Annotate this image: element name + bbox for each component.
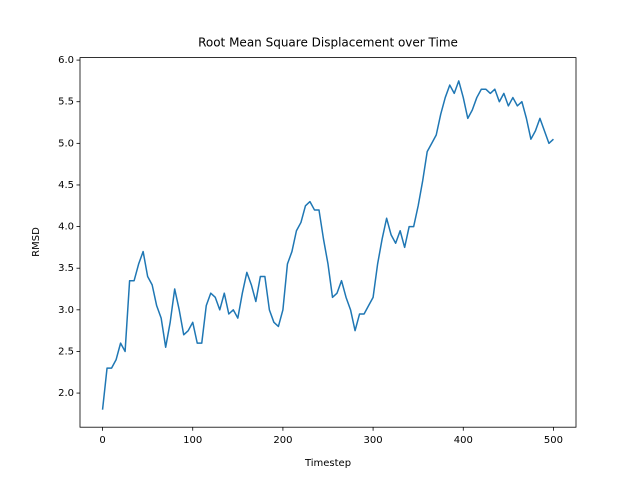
x-axis-label: Timestep bbox=[304, 458, 351, 469]
plot-frame bbox=[79, 57, 577, 428]
y-tick-label: 4.5 bbox=[58, 180, 74, 191]
y-axis-label: RMSD bbox=[31, 227, 42, 257]
y-tick-label: 4.0 bbox=[58, 222, 74, 233]
x-tick-label: 300 bbox=[364, 435, 383, 446]
y-tick-label: 5.5 bbox=[58, 97, 74, 108]
x-tick-label: 0 bbox=[99, 435, 105, 446]
chart-title: Root Mean Square Displacement over Time bbox=[198, 36, 458, 50]
y-tick-label: 6.0 bbox=[58, 55, 74, 66]
data-line bbox=[101, 80, 554, 410]
x-tick-label: 100 bbox=[183, 435, 202, 446]
x-tick-label: 500 bbox=[544, 435, 563, 446]
y-tick-label: 2.0 bbox=[58, 388, 74, 399]
y-tick-label: 3.5 bbox=[58, 263, 74, 274]
y-tick-label: 2.5 bbox=[58, 346, 74, 357]
x-tick-label: 400 bbox=[454, 435, 473, 446]
x-tick-label: 200 bbox=[273, 435, 292, 446]
y-tick-label: 5.0 bbox=[58, 138, 74, 149]
y-tick-label: 3.0 bbox=[58, 305, 74, 316]
